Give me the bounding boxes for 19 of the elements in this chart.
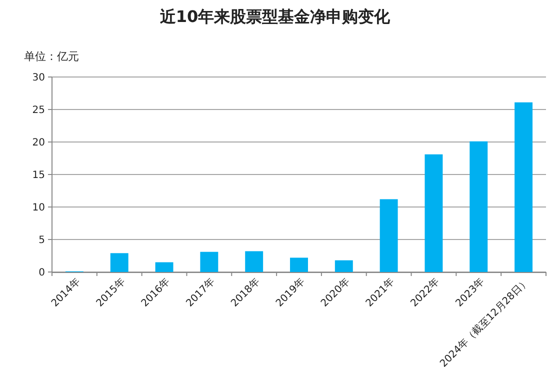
bar: [470, 141, 488, 272]
y-tick-label: 25: [32, 105, 45, 116]
chart-title: 近10年来股票型基金净申购变化: [158, 7, 392, 26]
bar: [200, 252, 218, 272]
bar: [334, 260, 353, 272]
y-tick-label: 30: [32, 72, 45, 84]
y-tick-label: 20: [32, 138, 45, 148]
y-tick-label: 15: [32, 170, 45, 181]
bar: [380, 199, 398, 272]
bar: [290, 258, 308, 272]
y-tick-label: 5: [38, 235, 45, 246]
bar: [245, 251, 264, 272]
bar: [155, 262, 174, 272]
y-tick-label: 0: [38, 268, 45, 278]
bar: [110, 253, 128, 272]
bar: [514, 102, 533, 272]
y-axis-title: 单位：亿元: [24, 50, 79, 63]
y-tick-label: 10: [32, 202, 45, 214]
bar: [424, 154, 443, 272]
